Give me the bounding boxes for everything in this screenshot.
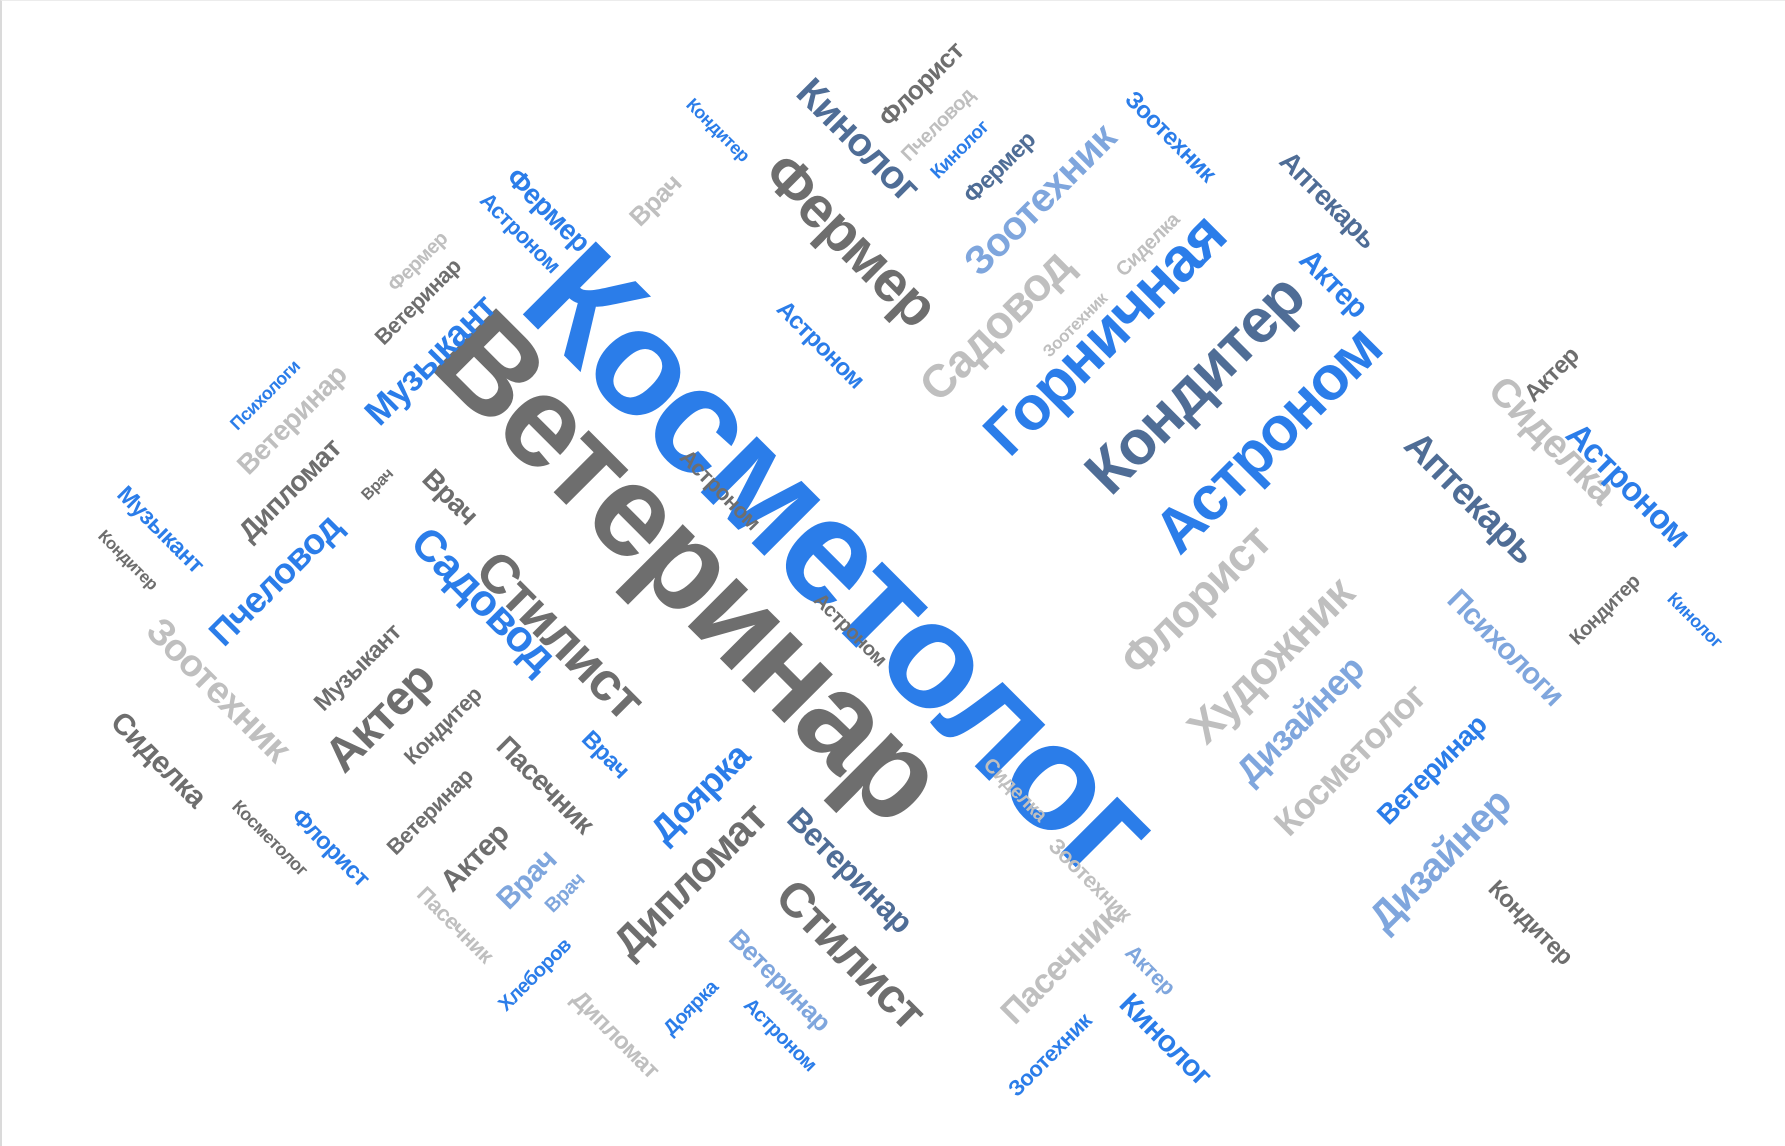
word-sidelka-2: Сиделка [104,705,213,814]
word-pasechnik-3: Пасечник [993,898,1127,1032]
word-akter-4: Актер [1120,939,1181,1000]
word-doyarka-2: Доярка [659,976,723,1040]
word-akter-5: Актер [1518,341,1585,408]
word-kinolog-4: Кинолог [1663,588,1727,652]
word-vrach-3: Врач [416,462,485,531]
word-florist-2: Флорист [285,803,375,893]
word-aptekar-2: Аптекарь [1395,423,1545,573]
word-psihologi-2: Психологи [1440,582,1571,713]
word-vrach-1: Врач [623,168,687,232]
word-pchelovod-2: Пчеловод [200,505,349,654]
word-diplomat-2: Дипломат [566,985,665,1084]
word-vrach-4: Врач [576,725,635,784]
word-hleborov: Хлеборов [494,934,576,1016]
word-zootehnik-2: Зоотехник [1119,85,1222,188]
word-konditer-2: Кондитер [682,94,754,166]
word-konditer-5: Кондитер [1565,570,1645,650]
word-konditer-6: Кондитер [1482,874,1579,971]
word-astronom-3: Астроном [771,295,870,394]
word-vrach-2: Врач [358,465,397,504]
word-kinolog-3: Кинолог [1112,987,1218,1093]
word-aptekar-1: Аптекарь [1273,144,1384,255]
